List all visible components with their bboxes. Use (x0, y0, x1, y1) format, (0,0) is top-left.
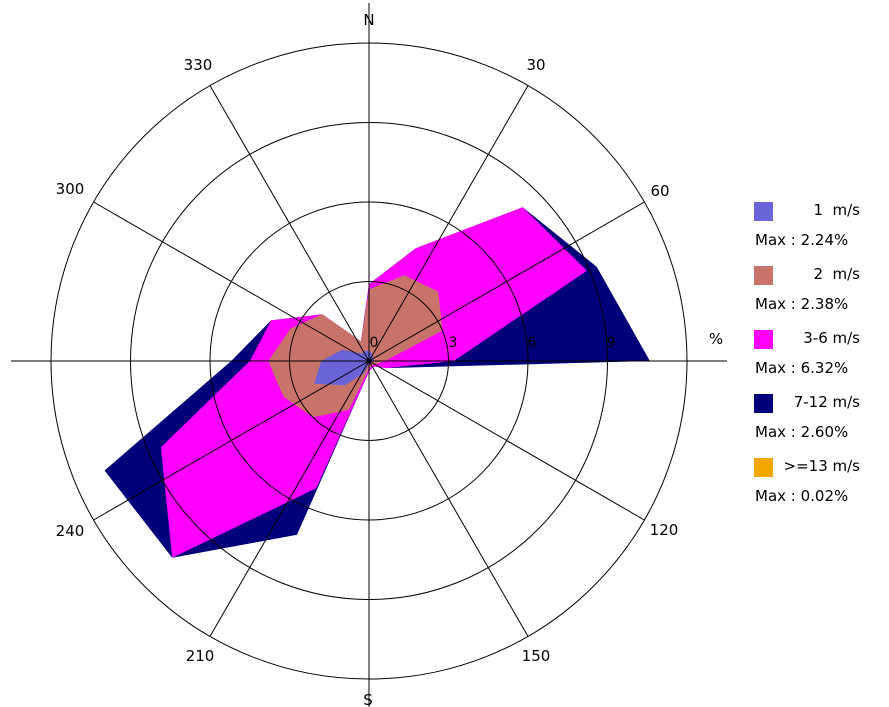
legend-item: 2 m/s Max2.38% (752, 262, 882, 326)
legend-item: >=13 m/s Max0.02% (752, 454, 882, 518)
legend-max-value: 2.24% (800, 231, 849, 249)
legend-max-value: 6.32% (800, 359, 849, 377)
radial-tick-6: 6 (528, 335, 537, 351)
legend-item: 7-12 m/s Max2.60% (752, 390, 882, 454)
wind-rose-petals (104, 207, 650, 558)
grid-spoke (368, 201, 645, 362)
legend-label: 2 m/s (813, 265, 860, 283)
angle-tick-300: 300 (56, 180, 85, 198)
petal-3-6-m-s (160, 207, 587, 558)
legend-max-value: 2.60% (800, 423, 849, 441)
radial-tick-9: 9 (607, 335, 616, 351)
legend-max-label: Max (755, 423, 801, 441)
petal-2-m-s (268, 275, 443, 418)
legend-max-label: Max (755, 295, 801, 313)
legend-max-label: Max (755, 359, 801, 377)
grid-spoke (368, 360, 645, 521)
legend: 1 m/s Max2.24% 2 m/s Max2.38% 3-6 m/s Ma… (752, 198, 882, 518)
south-label: S (363, 691, 373, 707)
grid-spoke (209, 360, 370, 637)
legend-max-value: 0.02% (800, 487, 849, 505)
legend-label: >=13 m/s (783, 457, 860, 475)
grid-spoke (368, 85, 529, 362)
legend-label: 7-12 m/s (793, 393, 860, 411)
radial-unit-label: % (709, 330, 723, 348)
angle-tick-120: 120 (650, 521, 679, 539)
legend-swatch (754, 266, 773, 285)
legend-swatch (754, 394, 773, 413)
angle-tick-30: 30 (526, 56, 545, 74)
grid-spoke (93, 201, 370, 362)
grid-spoke (368, 360, 529, 637)
legend-max: Max6.32% (755, 359, 848, 377)
polar-grid (11, 3, 727, 707)
legend-max-label: Max (755, 487, 801, 505)
angle-tick-330: 330 (184, 56, 213, 74)
grid-spoke (209, 85, 370, 362)
grid-spoke (93, 360, 370, 521)
wind-rose-chart: N S 30 60 120 150 210 240 300 330 0 3 6 … (11, 3, 727, 707)
legend-max: Max2.60% (755, 423, 848, 441)
legend-swatch (754, 330, 773, 349)
legend-max: Max2.38% (755, 295, 848, 313)
angle-tick-210: 210 (186, 647, 215, 665)
angle-tick-150: 150 (522, 647, 551, 665)
radial-tick-3: 3 (449, 335, 458, 351)
angle-tick-60: 60 (650, 182, 669, 200)
north-label: N (363, 11, 374, 29)
legend-label: 1 m/s (813, 201, 860, 219)
legend-max: Max0.02% (755, 487, 848, 505)
legend-swatch (754, 458, 773, 477)
legend-max: Max2.24% (755, 231, 848, 249)
legend-item: 1 m/s Max2.24% (752, 198, 882, 262)
legend-swatch (754, 202, 773, 221)
petal-1-m-s (314, 349, 375, 386)
legend-label: 3-6 m/s (803, 329, 860, 347)
legend-max-label: Max (755, 231, 801, 249)
radial-tick-0: 0 (370, 335, 379, 351)
legend-max-value: 2.38% (800, 295, 849, 313)
angle-tick-240: 240 (56, 522, 85, 540)
polar-labels: N S 30 60 120 150 210 240 300 330 0 3 6 … (56, 11, 723, 707)
legend-item: 3-6 m/s Max6.32% (752, 326, 882, 390)
